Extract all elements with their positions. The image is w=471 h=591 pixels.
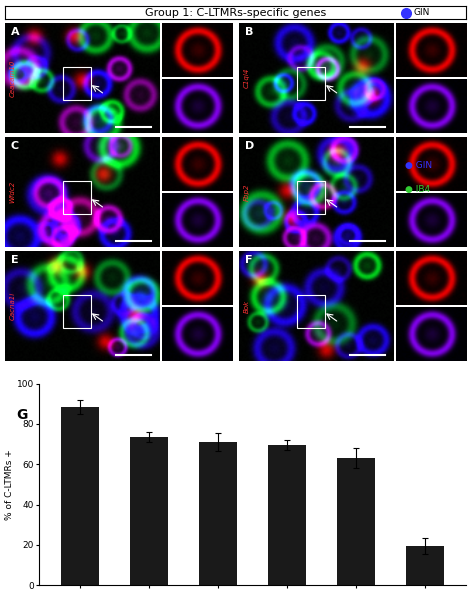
Bar bbox=[63, 181, 91, 214]
Text: Cacna1i: Cacna1i bbox=[9, 292, 16, 320]
Text: E: E bbox=[11, 255, 18, 265]
Text: F: F bbox=[245, 255, 252, 265]
Bar bbox=[337, 458, 375, 585]
Bar bbox=[199, 442, 237, 585]
Text: G: G bbox=[16, 408, 27, 422]
Text: B: B bbox=[245, 27, 253, 37]
Text: Fbp2: Fbp2 bbox=[244, 183, 250, 201]
Text: Group 1: C-LTMRs-specific genes: Group 1: C-LTMRs-specific genes bbox=[145, 8, 326, 18]
Text: Bok: Bok bbox=[244, 300, 250, 313]
Bar bbox=[268, 445, 306, 585]
Bar bbox=[130, 437, 168, 585]
Text: GIN: GIN bbox=[413, 8, 430, 17]
Bar bbox=[406, 546, 444, 585]
Y-axis label: % of C-LTMRs +: % of C-LTMRs + bbox=[5, 449, 14, 519]
Text: C1ql4: C1ql4 bbox=[244, 68, 250, 88]
Text: A: A bbox=[11, 27, 19, 37]
Bar bbox=[63, 295, 91, 328]
Text: Wfdc2: Wfdc2 bbox=[9, 181, 16, 203]
Bar bbox=[297, 67, 325, 100]
Bar bbox=[297, 181, 325, 214]
Bar bbox=[61, 407, 99, 585]
Bar bbox=[297, 295, 325, 328]
Bar bbox=[63, 67, 91, 100]
Text: ● GIN: ● GIN bbox=[405, 161, 432, 170]
Text: ● IB4: ● IB4 bbox=[405, 184, 430, 194]
Text: Ceacam10: Ceacam10 bbox=[9, 59, 16, 97]
Text: C: C bbox=[11, 141, 19, 151]
Text: D: D bbox=[245, 141, 254, 151]
